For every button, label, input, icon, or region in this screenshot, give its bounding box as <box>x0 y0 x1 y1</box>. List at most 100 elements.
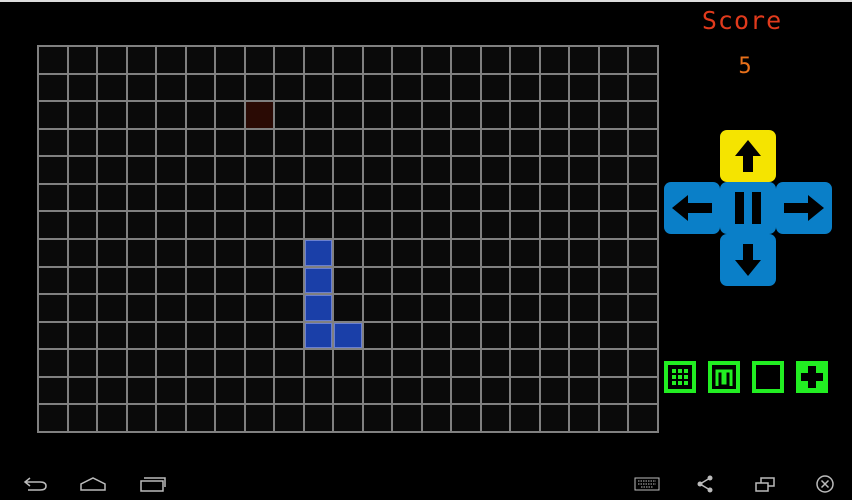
board-cell <box>393 47 421 73</box>
board-cell <box>245 350 274 376</box>
board-cell <box>422 74 451 101</box>
board-cell <box>157 184 185 211</box>
maze-icon <box>712 365 736 389</box>
board-cell <box>570 239 598 266</box>
arrow-right-icon <box>784 195 824 221</box>
left-button[interactable] <box>664 182 720 234</box>
board-cell <box>540 239 569 266</box>
home-button[interactable] <box>78 470 108 498</box>
board-cell <box>275 129 303 156</box>
share-button[interactable] <box>690 470 720 498</box>
maze-button[interactable] <box>708 361 740 393</box>
board-cell <box>186 350 215 376</box>
board-cell <box>452 184 480 211</box>
board-cell <box>422 322 451 349</box>
back-icon <box>23 477 47 491</box>
board-cell <box>422 377 451 404</box>
board-cell <box>422 212 451 238</box>
game-board[interactable] <box>37 45 659 433</box>
board-cell <box>540 350 569 376</box>
board-cell <box>599 239 628 266</box>
board-cell <box>629 102 657 128</box>
board-cell <box>393 102 421 128</box>
recents-icon <box>140 477 166 492</box>
board-cell <box>511 405 539 431</box>
board-cell <box>186 129 215 156</box>
board-cell <box>481 74 510 101</box>
recents-button[interactable] <box>138 470 168 498</box>
board-cell <box>157 102 185 128</box>
board-cell <box>68 295 97 321</box>
board-cell <box>39 47 67 73</box>
board-cell <box>98 267 126 294</box>
board-cell <box>540 377 569 404</box>
board-cell <box>39 102 67 128</box>
board-cell <box>334 102 362 128</box>
board-cell <box>127 47 156 73</box>
board-cell <box>68 184 97 211</box>
board-cell <box>570 102 598 128</box>
board-cell <box>304 184 333 211</box>
board-cell <box>127 350 156 376</box>
board-cell <box>127 129 156 156</box>
share-icon <box>697 475 713 493</box>
board-cell <box>511 322 539 349</box>
back-button[interactable] <box>20 470 50 498</box>
score-value: 5 <box>738 54 752 79</box>
board-cell <box>304 377 333 404</box>
close-button[interactable] <box>810 470 840 498</box>
board-cell <box>157 405 185 431</box>
board-cell <box>275 295 303 321</box>
board-cell <box>304 47 333 73</box>
down-button[interactable] <box>720 234 776 286</box>
window-button[interactable] <box>750 470 780 498</box>
board-cell <box>186 322 215 349</box>
board-cell <box>363 267 392 294</box>
board-cell <box>570 350 598 376</box>
board-cell <box>511 157 539 183</box>
board-cell <box>127 295 156 321</box>
board-cell <box>599 350 628 376</box>
board-cell <box>275 377 303 404</box>
board-cell <box>363 157 392 183</box>
board-cell <box>452 322 480 349</box>
add-button[interactable] <box>796 361 828 393</box>
close-circle-icon <box>816 475 834 493</box>
board-cell <box>216 102 244 128</box>
board-cell <box>363 377 392 404</box>
board-cell <box>98 322 126 349</box>
board-cell <box>570 377 598 404</box>
board-cell <box>422 47 451 73</box>
board-cell <box>599 184 628 211</box>
keyboard-button[interactable] <box>632 470 662 498</box>
board-cell <box>39 350 67 376</box>
pause-button[interactable] <box>720 182 776 234</box>
board-cell <box>452 74 480 101</box>
board-cell <box>216 74 244 101</box>
board-cell <box>452 350 480 376</box>
board-cell <box>216 267 244 294</box>
board-cell <box>304 405 333 431</box>
board-cell <box>68 157 97 183</box>
board-cell <box>511 47 539 73</box>
board-cell <box>216 129 244 156</box>
board-cell <box>363 322 392 349</box>
board-cell <box>629 212 657 238</box>
board-cell <box>275 322 303 349</box>
right-button[interactable] <box>776 182 832 234</box>
grid-toggle-button[interactable] <box>664 361 696 393</box>
board-cell <box>511 74 539 101</box>
board-cell <box>304 74 333 101</box>
up-button[interactable] <box>720 130 776 182</box>
board-cell <box>98 74 126 101</box>
board-cell <box>422 184 451 211</box>
board-cell <box>186 212 215 238</box>
board-cell <box>334 184 362 211</box>
board-cell <box>363 47 392 73</box>
board-cell <box>570 184 598 211</box>
board-cell <box>39 322 67 349</box>
border-button[interactable] <box>752 361 784 393</box>
board-cell <box>481 102 510 128</box>
board-cell <box>275 157 303 183</box>
board-cell <box>570 157 598 183</box>
